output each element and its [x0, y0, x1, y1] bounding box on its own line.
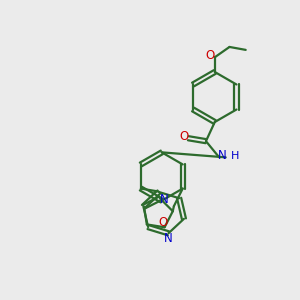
Text: H: H — [231, 151, 240, 161]
Text: O: O — [206, 49, 215, 62]
Text: N: N — [160, 194, 169, 206]
Text: N: N — [218, 149, 227, 162]
Text: O: O — [158, 216, 168, 229]
Text: O: O — [179, 130, 188, 143]
Text: N: N — [164, 232, 173, 245]
